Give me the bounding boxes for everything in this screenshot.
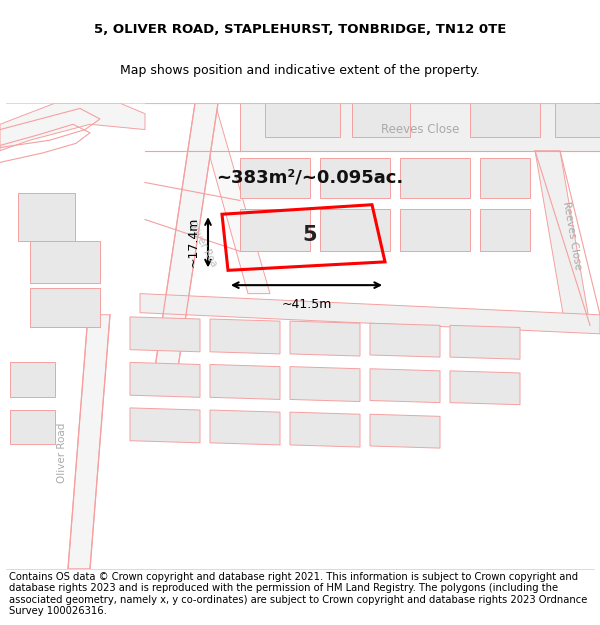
Polygon shape: [10, 410, 55, 444]
Polygon shape: [155, 103, 218, 367]
Polygon shape: [320, 158, 390, 198]
Polygon shape: [480, 158, 530, 198]
Polygon shape: [370, 369, 440, 402]
Polygon shape: [450, 326, 520, 359]
Polygon shape: [450, 371, 520, 405]
Polygon shape: [370, 323, 440, 357]
Text: ~17.4m: ~17.4m: [187, 217, 200, 268]
Polygon shape: [480, 209, 530, 251]
Polygon shape: [470, 103, 540, 137]
Text: Contains OS data © Crown copyright and database right 2021. This information is : Contains OS data © Crown copyright and d…: [9, 571, 587, 616]
Polygon shape: [240, 209, 310, 251]
Polygon shape: [555, 103, 600, 137]
Polygon shape: [400, 209, 470, 251]
Polygon shape: [130, 408, 200, 443]
Polygon shape: [240, 158, 310, 198]
Text: Oliver Road: Oliver Road: [57, 422, 67, 482]
Polygon shape: [210, 319, 280, 354]
Polygon shape: [535, 151, 590, 326]
Polygon shape: [130, 362, 200, 398]
Polygon shape: [320, 209, 390, 251]
Text: Reeves Close: Reeves Close: [381, 123, 459, 136]
Polygon shape: [400, 158, 470, 198]
Polygon shape: [290, 321, 360, 356]
Text: Oliver Roa: Oliver Roa: [186, 219, 218, 269]
Polygon shape: [140, 294, 600, 334]
Polygon shape: [290, 367, 360, 401]
Polygon shape: [265, 103, 340, 137]
Polygon shape: [68, 315, 110, 569]
Text: 5: 5: [302, 226, 317, 246]
Polygon shape: [352, 103, 410, 137]
Polygon shape: [210, 364, 280, 399]
Polygon shape: [0, 103, 145, 151]
Text: Map shows position and indicative extent of the property.: Map shows position and indicative extent…: [120, 64, 480, 77]
Polygon shape: [195, 103, 270, 294]
Text: ~383m²/~0.095ac.: ~383m²/~0.095ac.: [217, 168, 404, 186]
Text: ~41.5m: ~41.5m: [281, 298, 332, 311]
Polygon shape: [240, 103, 600, 151]
Polygon shape: [130, 317, 200, 352]
Polygon shape: [210, 410, 280, 445]
Polygon shape: [370, 414, 440, 448]
Polygon shape: [10, 362, 55, 398]
Polygon shape: [18, 193, 75, 241]
Polygon shape: [290, 412, 360, 447]
Text: 5, OLIVER ROAD, STAPLEHURST, TONBRIDGE, TN12 0TE: 5, OLIVER ROAD, STAPLEHURST, TONBRIDGE, …: [94, 22, 506, 36]
Text: Reeves Close: Reeves Close: [561, 201, 583, 271]
Polygon shape: [30, 288, 100, 328]
Polygon shape: [30, 241, 100, 283]
